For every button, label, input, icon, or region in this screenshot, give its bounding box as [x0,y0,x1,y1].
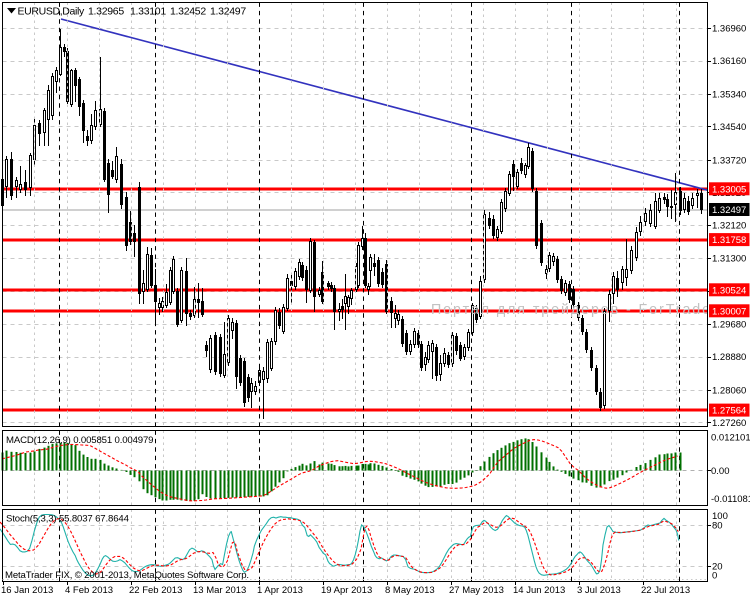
svg-text:1.27564: 1.27564 [712,406,746,417]
svg-text:27 May 2013: 27 May 2013 [449,585,504,596]
svg-text:1 Apr 2013: 1 Apr 2013 [257,585,303,596]
svg-text:1.31300: 1.31300 [712,254,746,265]
svg-text:19 Apr 2013: 19 Apr 2013 [321,585,372,596]
svg-text:1.32965: 1.32965 [88,6,124,18]
svg-text:1.32497: 1.32497 [210,6,246,18]
svg-text:1.34540: 1.34540 [712,122,746,133]
svg-text:14 Jun 2013: 14 Jun 2013 [513,585,565,596]
svg-text:0.012101: 0.012101 [711,433,750,444]
svg-text:1.28880: 1.28880 [712,352,746,363]
svg-text:13 Mar 2013: 13 Mar 2013 [193,585,246,596]
svg-text:1.36960: 1.36960 [712,24,746,35]
svg-text:1.33720: 1.33720 [712,155,746,166]
svg-text:8 May 2013: 8 May 2013 [385,585,435,596]
svg-text:Портал для трейдеров - ForTrad: Портал для трейдеров - ForTrader.ru [431,302,740,318]
svg-text:1.33005: 1.33005 [712,184,746,195]
svg-text:1.32120: 1.32120 [712,220,746,231]
svg-text:16 Jan 2013: 16 Jan 2013 [1,585,53,596]
svg-text:0.00: 0.00 [711,466,730,477]
svg-text:22 Feb 2013: 22 Feb 2013 [129,585,182,596]
svg-text:3 Jul 2013: 3 Jul 2013 [577,585,621,596]
svg-text:20: 20 [712,562,723,573]
svg-text:1.33101: 1.33101 [130,6,166,18]
svg-text:EURUSD,Daily: EURUSD,Daily [18,6,85,18]
svg-text:80: 80 [712,520,723,531]
svg-text:1.28060: 1.28060 [712,386,746,397]
svg-text:1.32452: 1.32452 [170,6,206,18]
svg-text:1.30524: 1.30524 [712,285,746,296]
svg-text:1.36160: 1.36160 [712,56,746,67]
svg-text:1.35340: 1.35340 [712,89,746,100]
svg-text:22 Jul 2013: 22 Jul 2013 [641,585,690,596]
svg-text:1.31758: 1.31758 [712,235,746,246]
svg-text:1.27260: 1.27260 [712,418,746,429]
svg-text:4 Feb 2013: 4 Feb 2013 [65,585,113,596]
svg-text:100: 100 [712,511,728,522]
svg-text:1.32497: 1.32497 [712,205,746,216]
svg-text:Stoch(5,3,3) 55.8037 67.8644: Stoch(5,3,3) 55.8037 67.8644 [6,514,130,525]
svg-text:MetaTrader FIX, © 2001-2013, M: MetaTrader FIX, © 2001-2013, MetaQuotes … [5,570,249,581]
svg-text:1.29680: 1.29680 [712,320,746,331]
svg-text:-0.011081: -0.011081 [711,494,750,505]
svg-text:0: 0 [712,571,717,582]
svg-text:1.30007: 1.30007 [712,306,746,317]
svg-text:MACD(12,26,9) 0.005851 0.00497: MACD(12,26,9) 0.005851 0.004979 [6,435,153,446]
